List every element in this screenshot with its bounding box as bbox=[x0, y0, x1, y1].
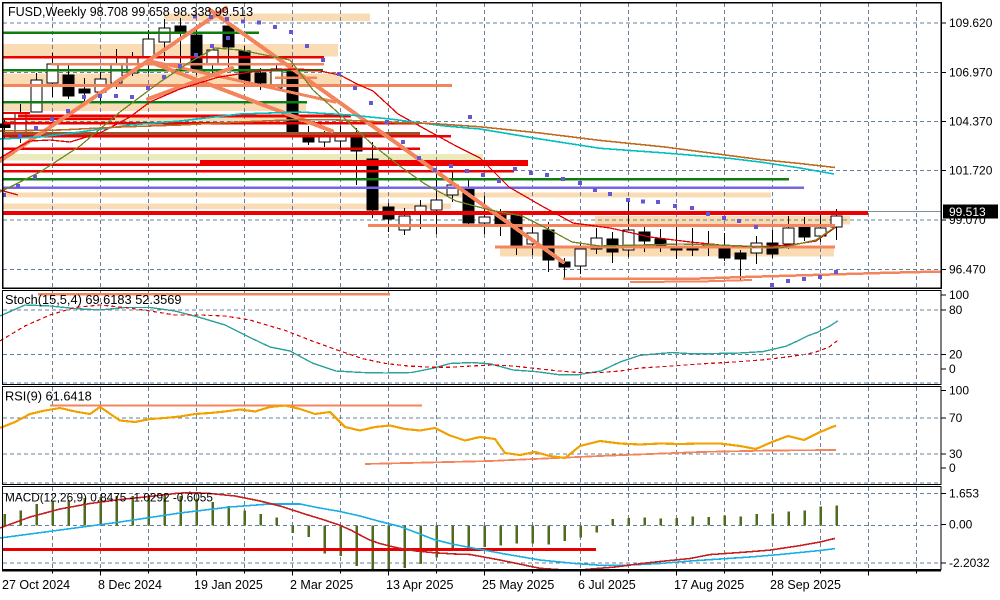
svg-text:6 Jul 2025: 6 Jul 2025 bbox=[578, 578, 636, 592]
svg-text:1.653: 1.653 bbox=[949, 487, 979, 501]
svg-text:100: 100 bbox=[949, 384, 969, 398]
svg-text:0: 0 bbox=[949, 461, 956, 475]
svg-text:0: 0 bbox=[949, 362, 956, 376]
svg-text:25 May 2025: 25 May 2025 bbox=[482, 578, 554, 592]
svg-text:20: 20 bbox=[949, 348, 963, 362]
svg-text:30: 30 bbox=[949, 447, 963, 461]
svg-text:106.970: 106.970 bbox=[949, 66, 993, 80]
svg-text:19 Jan 2025: 19 Jan 2025 bbox=[194, 578, 263, 592]
svg-text:80: 80 bbox=[949, 303, 963, 317]
svg-text:99.513: 99.513 bbox=[949, 205, 986, 219]
svg-text:0.00: 0.00 bbox=[949, 518, 973, 532]
svg-text:101.720: 101.720 bbox=[949, 164, 993, 178]
svg-text:-2.2032: -2.2032 bbox=[949, 556, 990, 570]
svg-text:96.470: 96.470 bbox=[949, 263, 986, 277]
svg-text:28 Sep 2025: 28 Sep 2025 bbox=[770, 578, 841, 592]
svg-text:100: 100 bbox=[949, 288, 969, 302]
svg-text:FUSD,Weekly 98.708 99.658 98.: FUSD,Weekly 98.708 99.658 98.338 99.513 bbox=[8, 5, 253, 19]
svg-text:70: 70 bbox=[949, 411, 963, 425]
svg-text:MACD(12,26,9) 0.8475 -1.0292 -: MACD(12,26,9) 0.8475 -1.0292 -0.6055 bbox=[5, 491, 213, 505]
svg-text:Stoch(15,5,4) 69.6183 52.3569: Stoch(15,5,4) 69.6183 52.3569 bbox=[5, 292, 181, 307]
svg-text:27 Oct 2024: 27 Oct 2024 bbox=[2, 578, 70, 592]
svg-text:104.370: 104.370 bbox=[949, 115, 993, 129]
svg-text:13 Apr 2025: 13 Apr 2025 bbox=[386, 578, 453, 592]
svg-text:RSI(9) 61.6418: RSI(9) 61.6418 bbox=[5, 389, 92, 404]
svg-text:8 Dec 2024: 8 Dec 2024 bbox=[98, 578, 162, 592]
svg-text:2 Mar 2025: 2 Mar 2025 bbox=[290, 578, 353, 592]
svg-text:17 Aug 2025: 17 Aug 2025 bbox=[674, 578, 744, 592]
svg-text:109.620: 109.620 bbox=[949, 16, 993, 30]
